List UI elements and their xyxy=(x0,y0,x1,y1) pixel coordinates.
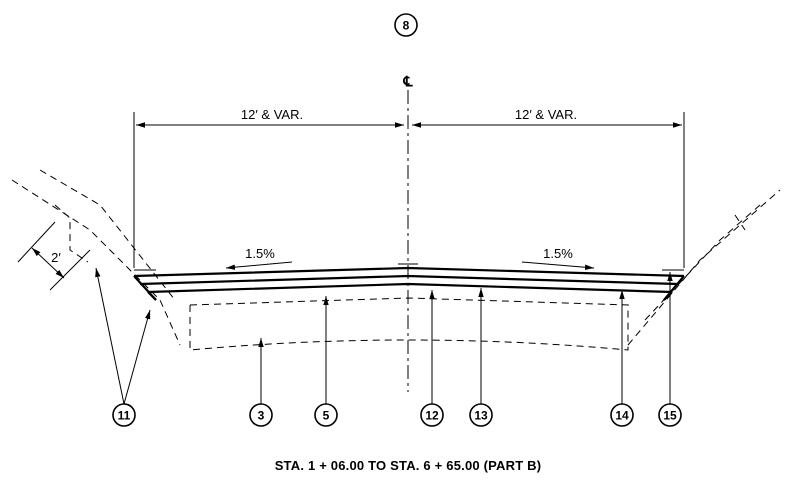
callout-3-label: 3 xyxy=(258,409,265,423)
callout-12: 12 xyxy=(420,403,444,427)
callout-12-label: 12 xyxy=(425,409,439,423)
subgrade-lines xyxy=(11,169,781,351)
left-width-label: 12′ & VAR. xyxy=(241,107,303,122)
right-slope-arrow xyxy=(521,261,595,270)
callout-14-label: 14 xyxy=(615,409,629,423)
offset-dimension-label: 2′ xyxy=(51,250,61,265)
left-slope-arrow xyxy=(225,261,293,270)
right-slope-label: 1.5% xyxy=(543,246,573,261)
section-marker: 8 xyxy=(394,13,418,37)
callout-13-label: 13 xyxy=(474,409,488,423)
callout-11: 11 xyxy=(112,403,136,427)
callout-15: 15 xyxy=(658,403,682,427)
offset-dimension: 2′ xyxy=(17,221,91,291)
station-caption: STA. 1 + 06.00 TO STA. 6 + 65.00 (PART B… xyxy=(275,458,542,473)
right-width-label: 12′ & VAR. xyxy=(515,107,577,122)
callout-14: 14 xyxy=(610,403,634,427)
callout-5: 5 xyxy=(314,403,338,427)
centerline-symbol: ℄ xyxy=(403,73,414,89)
callout-5-label: 5 xyxy=(323,409,330,423)
leader-lines xyxy=(95,267,673,405)
pavement-layers xyxy=(133,263,685,301)
callout-15-label: 15 xyxy=(663,409,677,423)
left-slope-label: 1.5% xyxy=(245,246,275,261)
callout-3: 3 xyxy=(249,403,273,427)
callout-13: 13 xyxy=(469,403,493,427)
callout-11-label: 11 xyxy=(118,409,131,423)
section-number: 8 xyxy=(403,19,410,33)
